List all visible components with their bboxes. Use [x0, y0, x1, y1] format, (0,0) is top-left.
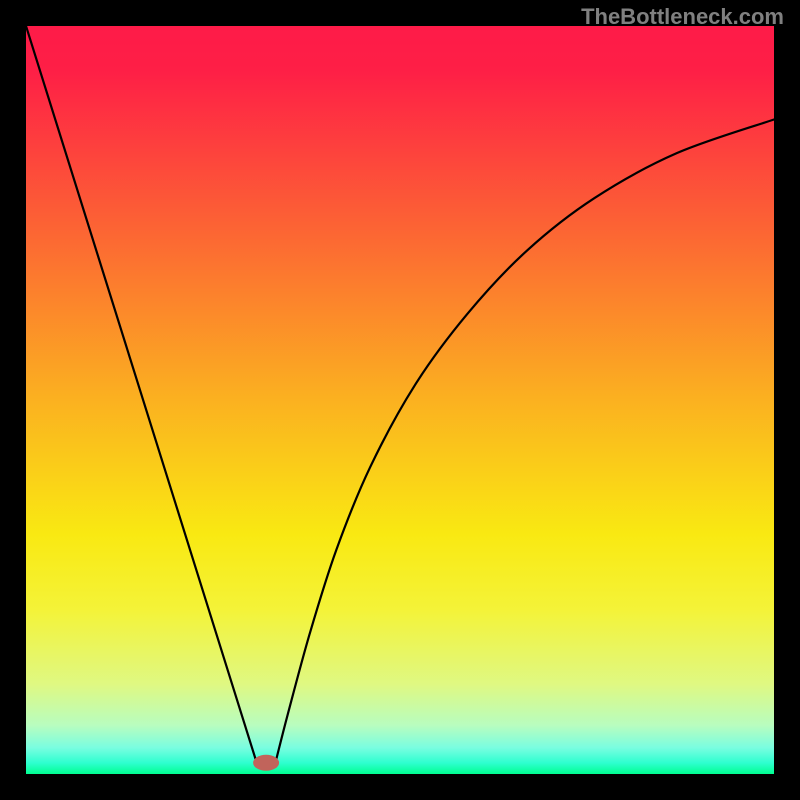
plot-svg	[26, 26, 774, 774]
plot-area	[26, 26, 774, 774]
minimum-marker	[253, 755, 279, 771]
chart-container: TheBottleneck.com	[0, 0, 800, 800]
watermark-text: TheBottleneck.com	[581, 4, 784, 30]
gradient-background	[26, 26, 774, 774]
